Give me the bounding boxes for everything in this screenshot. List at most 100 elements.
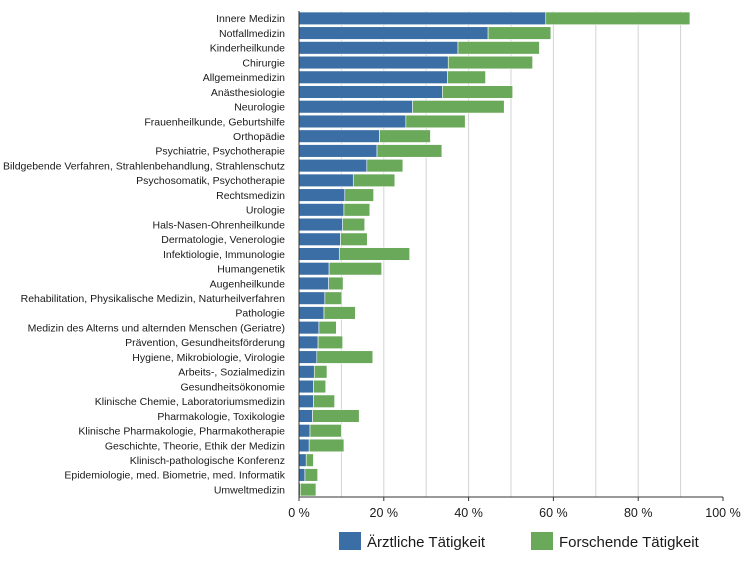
bar-segment-forschende — [318, 321, 337, 335]
bar-segment-aerztliche — [298, 247, 340, 261]
x-tick-label: 60 % — [539, 506, 568, 520]
category-label: Prävention, Gesundheitsförderung — [125, 337, 285, 349]
category-label: Hygiene, Mikrobiologie, Virologie — [132, 352, 285, 364]
bar-segment-forschende — [442, 85, 513, 99]
category-label: Dermatologie, Venerologie — [161, 234, 285, 246]
category-label: Frauenheilkunde, Geburtshilfe — [144, 116, 285, 128]
x-tick-label: 20 % — [370, 506, 399, 520]
bar-segment-aerztliche — [298, 85, 443, 99]
category-label: Pathologie — [235, 308, 285, 320]
category-label: Gesundheitsökonomie — [181, 381, 286, 393]
bars — [298, 11, 691, 497]
bar-segment-forschende — [343, 203, 371, 217]
x-tick-label: 80 % — [624, 506, 653, 520]
bar-segment-forschende — [376, 144, 443, 158]
bar-segment-aerztliche — [298, 262, 330, 276]
bar-segment-aerztliche — [298, 70, 448, 84]
bar-segment-forschende — [323, 306, 356, 320]
bar-segment-aerztliche — [298, 159, 368, 173]
category-label: Infektiologie, Immunologie — [163, 249, 285, 261]
bar-segment-aerztliche — [298, 41, 459, 55]
bar-segment-aerztliche — [298, 188, 346, 202]
category-label: Allgemeinmedizin — [203, 72, 285, 84]
bar-segment-aerztliche — [298, 11, 547, 25]
bar-segment-forschende — [316, 350, 374, 364]
bar-segment-aerztliche — [298, 438, 310, 453]
bar-segment-aerztliche — [298, 453, 307, 467]
bar-segment-aerztliche — [298, 114, 407, 129]
axes — [298, 11, 724, 501]
bar-segment-aerztliche — [298, 335, 319, 349]
bar-segment-forschende — [352, 173, 396, 187]
bar-segment-forschende — [340, 232, 368, 246]
bar-segment-forschende — [338, 247, 410, 261]
category-label: Psychosomatik, Psychotherapie — [136, 175, 285, 187]
legend-label-aerztliche: Ärztliche Tätigkeit — [367, 534, 486, 551]
bar-segment-forschende — [344, 188, 374, 202]
bar-segment-forschende — [545, 11, 691, 25]
bar-segment-aerztliche — [298, 276, 329, 291]
bar-segment-forschende — [313, 379, 327, 394]
bar-segment-forschende — [317, 335, 343, 349]
category-label: Arbeits-, Sozialmedizin — [178, 367, 285, 379]
category-label: Rehabilitation, Physikalische Medizin, N… — [21, 293, 286, 305]
bar-segment-aerztliche — [298, 26, 489, 40]
bar-segment-forschende — [313, 365, 328, 379]
bar-segment-aerztliche — [298, 409, 313, 423]
category-label: Anästhesiologie — [211, 87, 285, 99]
bar-segment-aerztliche — [298, 321, 320, 335]
legend-swatch-aerztliche — [339, 532, 361, 550]
bar-segment-forschende — [324, 291, 343, 305]
bar-segment-forschende — [342, 217, 366, 232]
bar-segment-aerztliche — [298, 55, 449, 70]
category-label: Notfallmedizin — [219, 28, 285, 40]
bar-segment-aerztliche — [298, 203, 345, 217]
bar-segment-forschende — [447, 70, 486, 84]
category-label: Umweltmedizin — [214, 484, 285, 496]
category-label: Augenheilkunde — [210, 278, 285, 290]
bar-segment-forschende — [405, 114, 466, 129]
x-tick-label: 0 % — [288, 506, 310, 520]
bar-segment-forschende — [487, 26, 552, 40]
bar-segment-aerztliche — [298, 306, 325, 320]
category-label: Klinische Chemie, Laboratoriumsmedizin — [95, 396, 285, 408]
bar-segment-aerztliche — [298, 394, 314, 408]
bar-segment-aerztliche — [298, 129, 380, 143]
bar-segment-aerztliche — [298, 424, 311, 438]
x-tick-label: 100 % — [705, 506, 740, 520]
category-label: Humangenetik — [217, 264, 285, 276]
bar-segment-aerztliche — [298, 217, 343, 232]
bar-segment-forschende — [308, 438, 345, 453]
category-label: Hals-Nasen-Ohrenheilkunde — [153, 219, 286, 231]
bar-segment-aerztliche — [298, 173, 354, 187]
category-label: Bildgebende Verfahren, Strahlenbehandlun… — [3, 160, 285, 172]
legend-label-forschende: Forschende Tätigkeit — [559, 534, 700, 551]
category-label: Klinisch-pathologische Konferenz — [130, 455, 285, 467]
bar-segment-aerztliche — [298, 468, 306, 482]
bar-segment-aerztliche — [298, 350, 318, 364]
bar-segment-aerztliche — [298, 144, 378, 158]
category-label: Innere Medizin — [216, 13, 285, 25]
bar-segment-forschende — [309, 424, 342, 438]
bar-segment-aerztliche — [298, 100, 413, 114]
bar-segment-forschende — [328, 276, 344, 291]
legend-swatch-forschende — [531, 532, 553, 550]
bar-segment-aerztliche — [298, 379, 314, 394]
category-label: Chirurgie — [242, 57, 285, 69]
category-label: Klinische Pharmakologie, Pharmakotherapi… — [78, 426, 285, 438]
category-label: Epidemiologie, med. Biometrie, med. Info… — [64, 470, 285, 482]
category-label: Medizin des Alterns und alternden Mensch… — [28, 322, 285, 334]
category-label: Pharmakologie, Toxikologie — [157, 411, 285, 423]
legend: Ärztliche Tätigkeit Forschende Tätigkeit — [339, 532, 700, 551]
bar-segment-forschende — [366, 159, 404, 173]
bar-segment-forschende — [312, 409, 360, 423]
bar-segment-forschende — [328, 262, 382, 276]
bar-segment-forschende — [412, 100, 505, 114]
category-label: Kinderheilkunde — [210, 43, 285, 55]
bar-segment-forschende — [379, 129, 431, 143]
bar-segment-forschende — [313, 394, 335, 408]
category-label: Geschichte, Theorie, Ethik der Medizin — [105, 440, 285, 452]
category-label: Psychiatrie, Psychotherapie — [155, 146, 285, 158]
bar-segment-forschende — [304, 468, 318, 482]
